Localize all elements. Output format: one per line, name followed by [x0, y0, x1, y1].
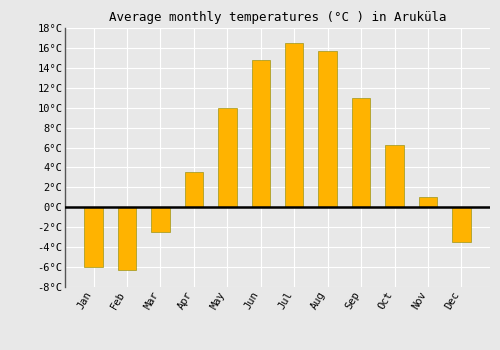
Bar	[419, 197, 437, 207]
Bar	[184, 173, 203, 207]
Bar	[452, 207, 470, 242]
Bar	[252, 60, 270, 207]
Bar	[151, 207, 170, 232]
Bar	[386, 145, 404, 207]
Bar	[285, 43, 304, 207]
Bar	[352, 98, 370, 207]
Bar	[218, 108, 236, 207]
Bar	[84, 207, 102, 267]
Bar	[118, 207, 136, 270]
Bar	[318, 51, 337, 207]
Title: Average monthly temperatures (°C ) in Aruküla: Average monthly temperatures (°C ) in Ar…	[109, 11, 446, 24]
